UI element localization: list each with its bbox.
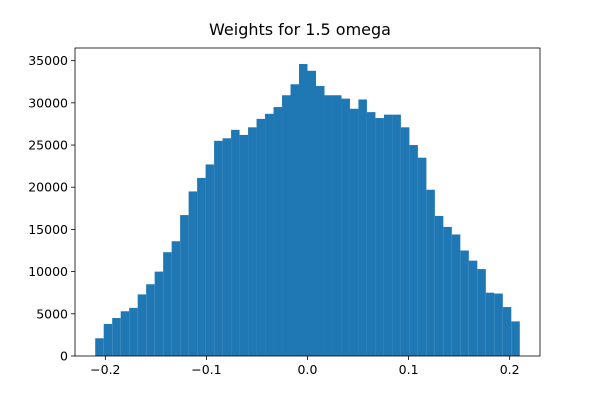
histogram-bar [231,129,240,356]
y-tick-label: 10000 [28,264,68,279]
histogram-bar [400,127,410,356]
y-ticks: 0 5000 10000 15000 20000 25000 30000 35000 [28,53,75,364]
histogram-bar [265,113,274,356]
histogram-bar [282,95,291,356]
chart-title: Weights for 1.5 omega [209,20,391,39]
histogram-bar [154,271,164,356]
histogram-bar [434,215,444,356]
histogram-bar [188,191,198,356]
y-tick-label: 5000 [36,306,68,321]
histogram-bar [307,70,316,356]
histogram-bar [324,95,333,356]
histogram-bar [197,177,206,356]
histogram-bar [290,84,300,356]
x-tick-label: 0.2 [500,362,520,377]
histogram-bar [332,95,342,356]
histogram-bar [256,118,266,356]
histogram-bar [299,64,308,356]
histogram-bar [426,189,435,356]
histogram-bar [120,311,130,356]
y-tick-label: 15000 [28,222,68,237]
histogram-bar [163,252,172,356]
histogram-bar [383,114,393,356]
histogram-bar [103,323,113,356]
x-tick-label: 0.0 [298,362,318,377]
histogram-bar [451,234,461,356]
x-tick-label: −0.1 [191,362,221,377]
histogram-bar [214,140,223,356]
histogram-bar [511,321,520,356]
histogram-bar [171,241,181,356]
histogram-bar [494,293,503,356]
histogram-bar [239,134,249,356]
bars-group [95,64,520,356]
x-ticks: −0.2 −0.1 0.0 0.1 0.2 [90,356,520,377]
histogram-bar [366,112,376,356]
y-tick-label: 0 [60,349,68,364]
histogram-bar [222,138,232,356]
histogram-bar [129,307,138,356]
histogram-bar [468,260,478,356]
histogram-bar [358,99,367,356]
x-tick-label: 0.1 [399,362,419,377]
histogram-bar [180,215,189,356]
y-tick-label: 35000 [28,53,68,68]
histogram-bar [146,284,155,356]
histogram-bar [349,108,359,356]
histogram-bar [315,85,325,356]
histogram-bar [137,294,147,356]
histogram-bar [375,118,384,356]
y-tick-label: 30000 [28,95,68,110]
histogram-bar [273,107,283,356]
histogram-bar [502,307,512,356]
histogram-bar [95,338,104,356]
histogram-bar [485,292,495,356]
histogram-bar [248,127,257,356]
histogram-bar [409,145,418,356]
histogram-bar [205,164,215,356]
histogram-bar [477,269,486,356]
histogram-bar [112,318,121,356]
histogram-bar [443,226,452,356]
x-tick-label: −0.2 [90,362,120,377]
histogram-bar [341,98,350,356]
histogram-bar [417,157,427,356]
y-tick-label: 25000 [28,138,68,153]
histogram-bar [460,250,469,356]
y-tick-label: 20000 [28,180,68,195]
histogram-bar [392,114,401,356]
